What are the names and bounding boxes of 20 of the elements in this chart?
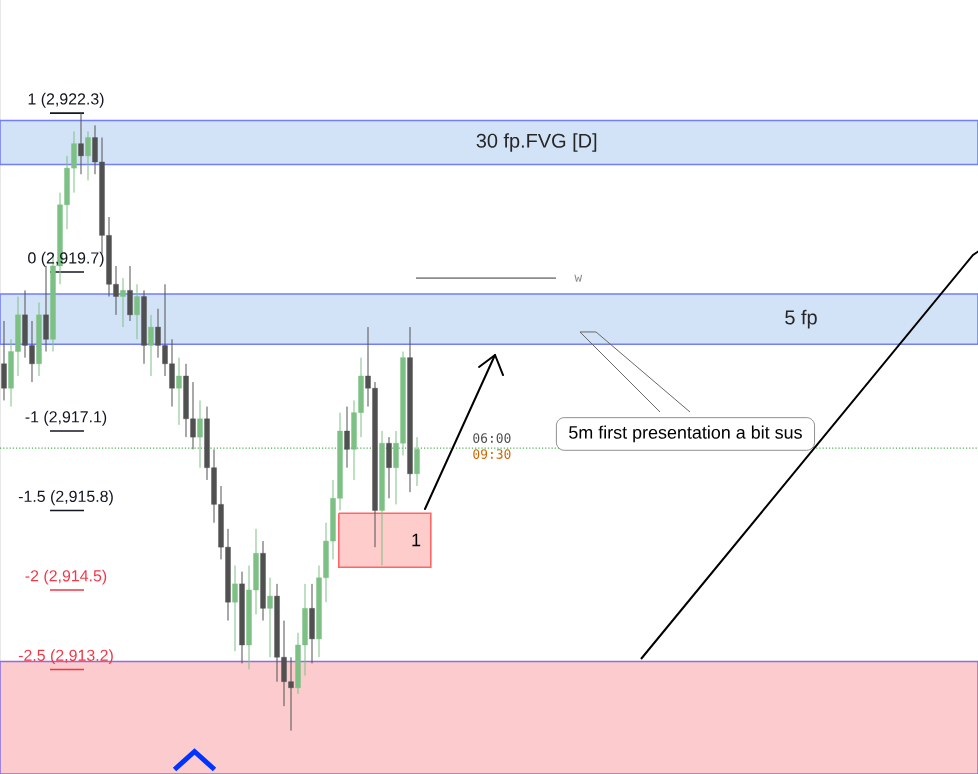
candlestick (386, 436, 392, 499)
candlestick (414, 436, 420, 487)
annotation: 1 (412, 533, 421, 547)
candlestick (176, 357, 182, 426)
candlestick (344, 406, 350, 469)
candlestick (127, 265, 133, 322)
text: 5m first presentation a bit sus (569, 425, 802, 443)
candlestick (78, 112, 84, 175)
candlestick (120, 277, 126, 328)
candlestick (232, 565, 238, 652)
candlestick (267, 577, 273, 658)
candlestick (134, 283, 140, 340)
candlestick (148, 314, 154, 377)
band-label: 30 fp.FVG [D] (476, 133, 597, 152)
candlestick (43, 265, 49, 353)
candlestick (197, 399, 203, 469)
candlestick (85, 130, 91, 181)
candlestick (309, 583, 315, 664)
candlestick (1, 320, 7, 401)
band-label: 5 fp (785, 309, 817, 329)
